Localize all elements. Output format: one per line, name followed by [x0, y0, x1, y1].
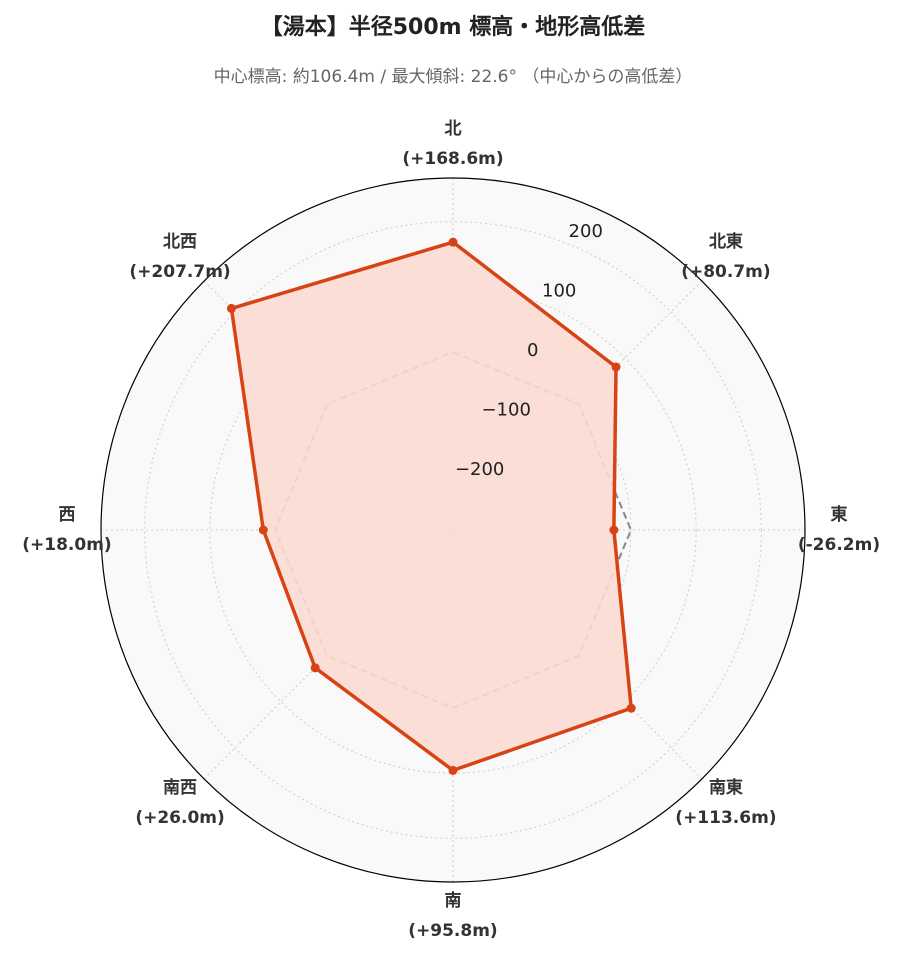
value-label: (+26.0m)	[135, 808, 224, 828]
value-label: (-26.2m)	[798, 535, 880, 555]
data-point	[626, 703, 636, 713]
data-point	[226, 303, 236, 313]
data-point	[258, 525, 268, 535]
category-label: 北西	[163, 232, 197, 252]
value-label: (+168.6m)	[402, 149, 503, 169]
r-tick-label: −100	[481, 400, 530, 421]
value-label: (+113.6m)	[675, 808, 776, 828]
r-tick-label: 0	[527, 340, 538, 361]
chart-subtitle: 中心標高: 約106.4m / 最大傾斜: 22.6° （中心からの高低差）	[214, 67, 693, 87]
category-label: 北	[445, 119, 462, 139]
plot-border	[100, 177, 806, 883]
category-label: 南西	[163, 777, 197, 798]
r-tick-label: −200	[455, 459, 504, 480]
category-label: 東	[831, 504, 848, 525]
grid-circle	[144, 221, 762, 839]
value-label: (+80.7m)	[681, 262, 770, 282]
category-label: 南東	[709, 777, 743, 798]
grid-circle	[274, 351, 632, 709]
value-label: (+18.0m)	[22, 535, 111, 555]
category-label: 南	[445, 890, 462, 911]
r-tick-label: 200	[569, 221, 603, 242]
value-label: (+207.7m)	[129, 262, 230, 282]
chart-title: 【湯本】半径500m 標高・地形高低差	[261, 14, 646, 40]
category-label: 北東	[709, 231, 743, 252]
value-label: (+95.8m)	[408, 921, 497, 941]
data-point	[448, 237, 458, 247]
r-tick-label: 100	[542, 280, 576, 301]
data-point	[611, 362, 621, 372]
category-label: 西	[59, 505, 76, 525]
data-point	[448, 765, 458, 775]
data-point	[609, 525, 619, 535]
data-point	[310, 663, 320, 673]
